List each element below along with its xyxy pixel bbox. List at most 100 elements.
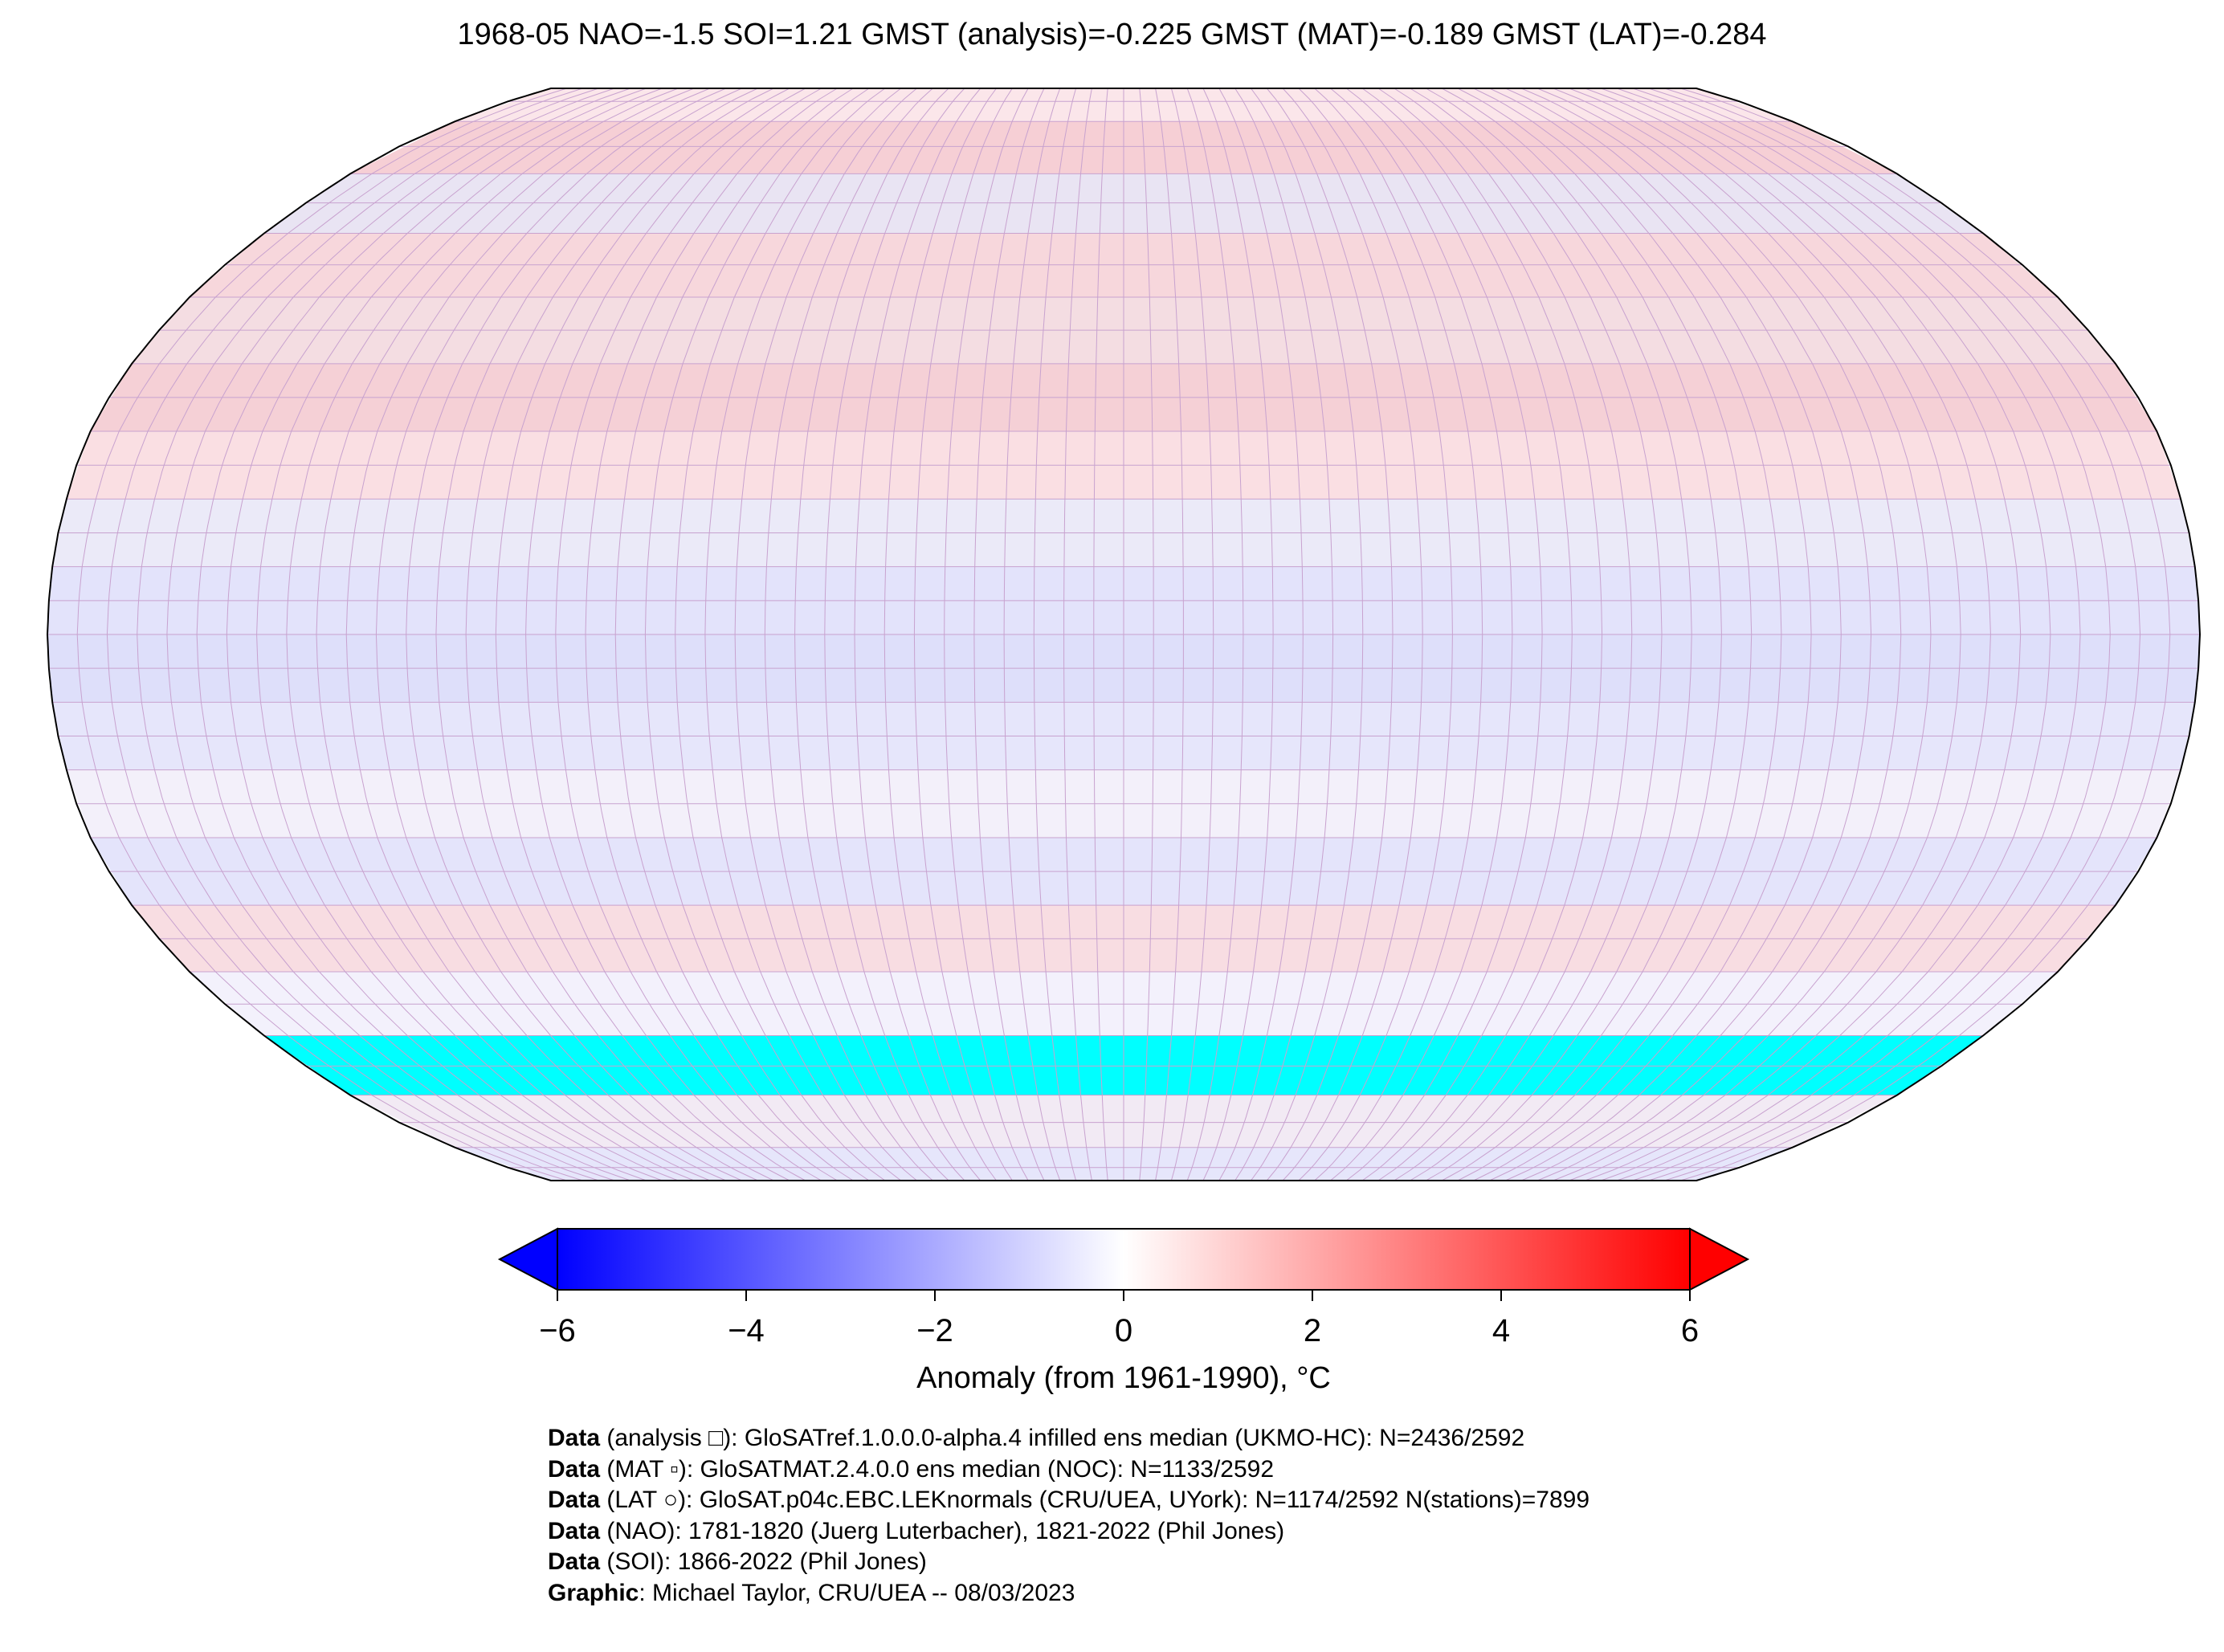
meridian-line [435,88,758,1181]
colorbar-label: Anomaly (from 1961-1990), °C [916,1361,1331,1395]
credit-line: Data (SOI): 1866-2022 (Phil Jones) [548,1547,1589,1578]
credit-text: (MAT ▫): GloSATMAT.2.4.0.0 ens median (N… [600,1455,1275,1483]
page-title: 1968-05 NAO=-1.5 SOI=1.21 GMST (analysis… [457,18,1767,51]
meridian-line [794,88,949,1181]
meridian-line [1139,88,1154,1181]
credit-label: Data [548,1548,601,1575]
meridian-line [1345,88,1543,1181]
meridian-line [1218,88,1304,1181]
meridian-line [1155,88,1184,1181]
meridian-line [704,88,902,1181]
meridian-line [1361,88,1573,1181]
colorbar-ticks: −6 −4 −2 0 2 4 6 [539,1290,1699,1348]
meridian-line [76,88,567,1181]
grid-lines [47,88,2200,1181]
credit-line: Data (analysis □): GloSATref.1.0.0.0-alp… [548,1423,1589,1454]
meridian-line [196,88,631,1181]
meridian-line [854,88,981,1181]
meridian-line [1569,88,1961,1181]
meridian-line [675,88,886,1181]
meridian-line [1601,88,2022,1181]
meridian-line [1298,88,1453,1181]
credit-line: Graphic: Michael Taylor, CRU/UEA -- 08/0… [548,1578,1589,1609]
meridian-line [913,88,1013,1181]
map-outline [46,88,2202,1181]
credit-label: Graphic [548,1579,639,1606]
credit-label: Data [548,1487,601,1513]
meridian-line [734,88,917,1181]
meridian-line [1505,88,1842,1181]
colorbar-tick-label: −4 [728,1313,765,1348]
meridian-line [1426,88,1692,1181]
meridian-line [1251,88,1364,1181]
meridian-line [764,88,933,1181]
meridian-line [1521,88,1872,1181]
credit-text: (NAO): 1781-1820 (Juerg Luterbacher), 18… [600,1517,1285,1544]
meridian-line [256,88,663,1181]
credit-text: : Michael Taylor, CRU/UEA -- 08/03/2023 [639,1579,1075,1606]
credit-line: Data (LAT ○): GloSAT.p04c.EBC.LEKnormals… [548,1485,1589,1516]
colorbar-body [557,1228,1691,1291]
meridian-line [1632,88,2081,1181]
meridian-line [166,88,615,1181]
colorbar-tick-label: 4 [1492,1313,1510,1348]
credit-text: (SOI): 1866-2022 (Phil Jones) [600,1548,927,1575]
meridian-line [1234,88,1334,1181]
colorbar-tick-label: −6 [539,1313,576,1348]
meridian-line [1680,88,2171,1181]
colorbar-tick-label: −2 [916,1313,953,1348]
meridian-line [644,88,870,1181]
credit-label: Data [548,1455,601,1483]
meridian-line [1410,88,1663,1181]
meridian-line [585,88,838,1181]
meridian-line [1536,88,1902,1181]
meridian-line [1202,88,1274,1181]
credit-text: (LAT ○): GloSAT.p04c.EBC.LEKnormals (CRU… [600,1487,1590,1513]
meridian-line [1664,88,2141,1181]
meridian-line [1093,88,1108,1181]
meridian-line [824,88,965,1181]
meridian-line [1063,88,1092,1181]
meridian-line [1186,88,1244,1181]
meridian-line [406,88,742,1181]
meridian-line [1441,88,1722,1181]
colorbar-tick-label: 2 [1304,1313,1321,1348]
meridian-line [1473,88,1782,1181]
meridian-line [106,88,583,1181]
meridian-line [137,88,599,1181]
colorbar: −6 −4 −2 0 2 4 6 Anomaly (from 1961-1990), °C [497,1227,1750,1395]
meridian-line [375,88,726,1181]
meridian-line [465,88,774,1181]
meridian-line [345,88,711,1181]
meridian-line [883,88,997,1181]
colorbar-extend-low [497,1227,558,1291]
credits: Data (analysis □): GloSATref.1.0.0.0-alp… [548,1423,1589,1609]
credit-line: Data (NAO): 1781-1820 (Juerg Luterbacher… [548,1516,1589,1548]
colorbar-tick-label: 6 [1681,1313,1699,1348]
world-map [46,88,2202,1181]
meridian-line [973,88,1045,1181]
meridian-line [1553,88,1932,1181]
meridian-line [286,88,679,1181]
meridian-line [495,88,790,1181]
meridian-line [614,88,854,1181]
colorbar-extend-high [1689,1227,1750,1291]
meridian-line [226,88,647,1181]
meridian-line [1282,88,1423,1181]
meridian-line [1033,88,1077,1181]
meridian-line [1003,88,1061,1181]
credit-label: Data [548,1517,601,1544]
meridian-line [1314,88,1483,1181]
meridian-line [1616,88,2051,1181]
meridian-line [1489,88,1812,1181]
meridian-line [316,88,695,1181]
credit-line: Data (MAT ▫): GloSATMAT.2.4.0.0 ens medi… [548,1454,1589,1486]
meridian-line [944,88,1029,1181]
meridian-line [1648,88,2111,1181]
credit-text: (analysis □): GloSATref.1.0.0.0-alpha.4 … [600,1425,1525,1451]
meridian-line [1457,88,1753,1181]
meridian-line [1377,88,1603,1181]
colorbar-tick-label: 0 [1115,1313,1132,1348]
credit-label: Data [548,1425,601,1451]
meridian-line [555,88,822,1181]
